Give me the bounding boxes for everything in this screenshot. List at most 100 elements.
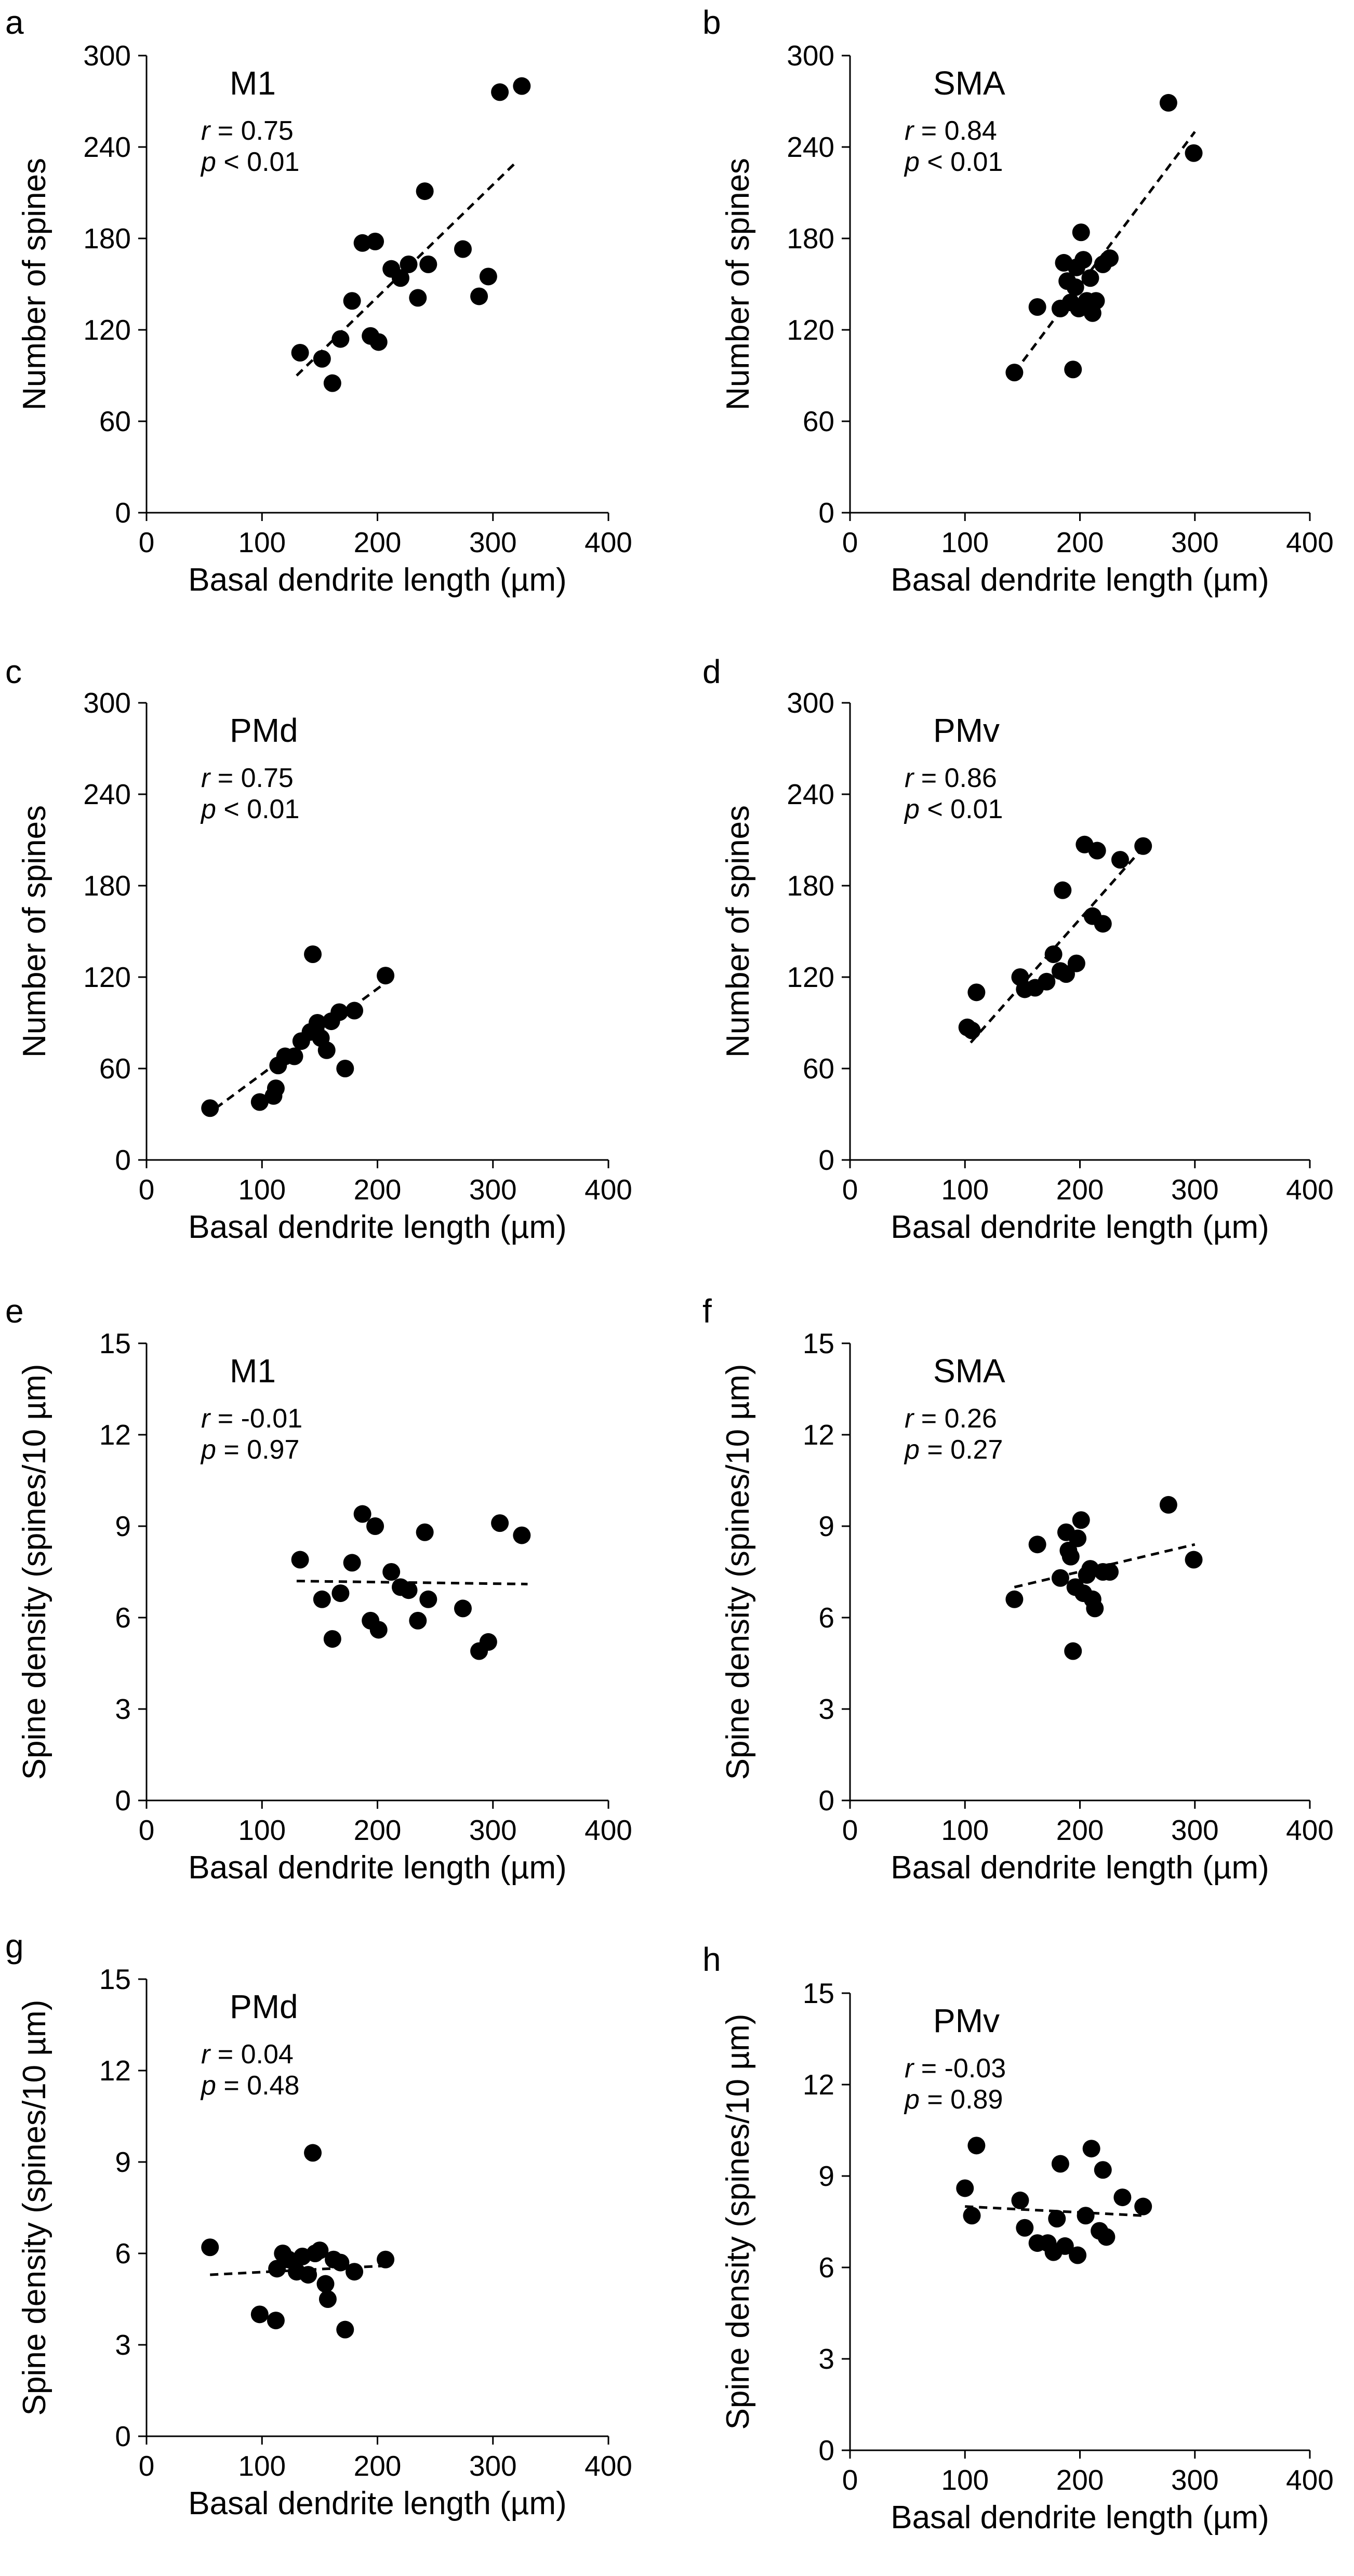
data-point: [1064, 361, 1082, 379]
x-axis-label: Basal dendrite length (µm): [188, 1209, 566, 1245]
r-value: = 0.26: [913, 1404, 997, 1434]
data-point: [416, 1523, 434, 1541]
data-point: [1016, 2219, 1034, 2237]
r-symbol: r: [905, 763, 915, 793]
data-point: [956, 2179, 974, 2197]
r-value: = 0.75: [210, 763, 293, 793]
x-tick-label: 400: [585, 2450, 632, 2482]
data-point: [1086, 1599, 1104, 1618]
data-point: [369, 1621, 388, 1639]
r-stat: r = 0.04: [201, 2039, 294, 2070]
data-point: [1094, 915, 1112, 933]
x-tick-label: 0: [842, 1814, 858, 1846]
p-value: = 0.48: [216, 2071, 299, 2101]
data-point: [1185, 1551, 1203, 1569]
x-tick-label: 300: [1171, 526, 1219, 558]
data-point: [313, 1590, 331, 1608]
panel-letter: d: [702, 653, 721, 690]
data-point: [454, 240, 472, 258]
y-tick-label: 60: [99, 1052, 131, 1085]
data-point: [1113, 2188, 1132, 2207]
x-tick-label: 200: [354, 1173, 402, 1206]
data-point: [318, 2290, 337, 2308]
data-point: [1159, 1496, 1177, 1514]
region-title: M1: [230, 64, 276, 102]
data-point: [291, 1551, 309, 1569]
data-point: [336, 1060, 354, 1077]
data-point: [323, 374, 341, 392]
y-tick-label: 9: [115, 2146, 131, 2178]
region-title: M1: [230, 1352, 276, 1390]
data-point: [267, 2312, 285, 2330]
data-point: [1159, 94, 1177, 112]
r-stat: r = -0.03: [905, 2053, 1006, 2084]
y-axis-label: Spine density (spines/10 µm): [17, 1364, 52, 1780]
x-tick-label: 100: [238, 2450, 286, 2482]
y-tick-label: 6: [115, 1601, 131, 1634]
data-point: [963, 1021, 981, 1039]
data-point: [1056, 2237, 1074, 2255]
data-point: [1101, 249, 1119, 268]
p-value: = 0.27: [920, 1435, 1003, 1465]
x-tick-label: 300: [469, 1173, 517, 1206]
data-point: [331, 330, 350, 348]
data-point: [316, 2275, 335, 2293]
x-tick-label: 0: [139, 526, 155, 558]
data-point: [1057, 965, 1075, 983]
data-point: [366, 1517, 384, 1535]
data-point: [1066, 278, 1084, 296]
p-value: < 0.01: [216, 794, 299, 824]
y-axis-label: Number of spines: [17, 158, 52, 410]
data-point: [1087, 292, 1105, 310]
data-point: [400, 255, 418, 273]
data-point: [1088, 842, 1106, 860]
data-point: [1005, 364, 1024, 382]
data-point: [267, 1079, 285, 1098]
y-axis-label: Spine density (spines/10 µm): [720, 2014, 756, 2430]
x-tick-label: 100: [941, 1173, 989, 1206]
p-stat: p < 0.01: [904, 794, 1003, 824]
data-point: [1028, 298, 1046, 316]
r-symbol: r: [201, 1404, 211, 1434]
region-title: SMA: [933, 64, 1005, 102]
regression-fit-line: [215, 979, 390, 1110]
data-point: [1082, 2140, 1100, 2158]
panel-a: a 0 60 120 180 240 300 0 100 200 300 400 Basal dendr…: [5, 4, 632, 598]
y-tick-label: 180: [787, 222, 834, 255]
x-tick-label: 100: [238, 1814, 286, 1846]
y-tick-label: 0: [818, 2434, 834, 2466]
x-tick-label: 400: [585, 1814, 632, 1846]
r-stat: r = 0.75: [201, 763, 294, 793]
data-point: [1097, 2228, 1116, 2246]
y-tick-label: 12: [99, 1419, 131, 1451]
r-value: = 0.75: [210, 116, 293, 146]
data-point: [967, 2137, 986, 2155]
data-point: [391, 269, 409, 287]
p-stat: p < 0.01: [200, 794, 299, 824]
p-stat: p = 0.48: [200, 2071, 299, 2101]
regression-fit-line: [970, 847, 1145, 1044]
y-axis-label: Number of spines: [720, 158, 756, 410]
data-point: [1081, 269, 1099, 287]
y-tick-label: 0: [818, 1144, 834, 1176]
y-tick-label: 180: [83, 870, 131, 902]
panel-letter: c: [5, 653, 22, 690]
y-tick-label: 3: [115, 1693, 131, 1725]
y-tick-label: 12: [99, 2054, 131, 2087]
data-point: [419, 1590, 437, 1608]
x-tick-label: 100: [238, 526, 286, 558]
data-point: [1011, 2191, 1029, 2209]
r-symbol: r: [905, 1404, 915, 1434]
x-tick-label: 100: [941, 2464, 989, 2496]
panel-letter: e: [5, 1292, 24, 1330]
y-axis-label: Number of spines: [17, 805, 52, 1058]
y-tick-label: 120: [83, 314, 131, 346]
y-tick-label: 60: [99, 405, 131, 437]
data-point: [331, 1584, 350, 1603]
y-tick-label: 300: [83, 687, 131, 719]
panel-f: f 0 3 6 9 12 15 0 100 200 300 400 Basal dendrite len…: [702, 1292, 1334, 1886]
y-tick-label: 180: [787, 870, 834, 902]
region-title: PMd: [230, 712, 298, 749]
data-point: [1101, 1563, 1119, 1581]
x-tick-label: 0: [139, 1814, 155, 1846]
